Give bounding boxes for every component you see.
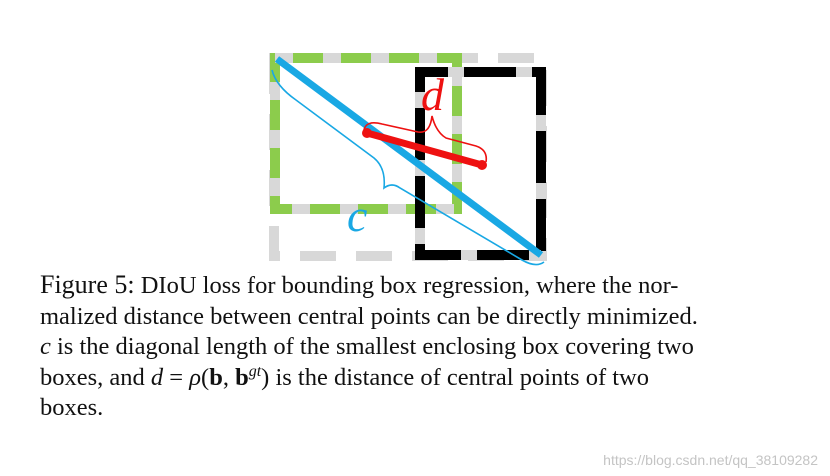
caption-line-3: c is the diagonal length of the smallest…: [40, 332, 792, 363]
watermark: https://blog.csdn.net/qq_38109282: [603, 452, 818, 468]
caption-line-5: boxes.: [40, 394, 104, 421]
paren-open: (: [201, 363, 210, 391]
caption-text-1: DIoU loss for bounding box regression, w…: [140, 272, 679, 299]
predicted-box-dashes: [270, 53, 462, 214]
figure-label: Figure 5:: [40, 270, 135, 299]
diou-figure: d c: [269, 53, 547, 266]
caption-line-1: Figure 5: DIoU loss for bounding box reg…: [40, 270, 792, 302]
var-rho: ρ: [189, 363, 202, 391]
diagonal-brace: [271, 69, 545, 266]
caption-text-4a: boxes, and: [40, 363, 151, 391]
diagonal-line: [274, 56, 544, 258]
equals-sign: =: [163, 363, 190, 391]
var-d: d: [150, 363, 164, 391]
caption-line-2: malized distance between central points …: [40, 302, 698, 330]
superscript-gt: gt: [248, 362, 262, 380]
caption-text-3: is the diagonal length of the smallest e…: [50, 333, 694, 360]
caption-line-4: boxes, and d = ρ(b, bgt) is the distance…: [40, 363, 792, 394]
comma: ,: [222, 363, 236, 391]
caption-text-4b: is the distance of central points of two: [269, 363, 649, 391]
center-distance-line: [366, 129, 483, 169]
var-c: c: [40, 333, 51, 360]
ground-truth-center: [477, 160, 487, 170]
paren-close: ): [261, 363, 270, 391]
var-b: b: [209, 363, 223, 391]
predicted-center: [362, 128, 372, 138]
distance-brace: [363, 115, 488, 163]
var-bgt: b: [235, 363, 249, 391]
label-c: c: [347, 190, 367, 241]
figure-caption: Figure 5: DIoU loss for bounding box reg…: [40, 270, 792, 424]
label-d: d: [421, 69, 445, 120]
